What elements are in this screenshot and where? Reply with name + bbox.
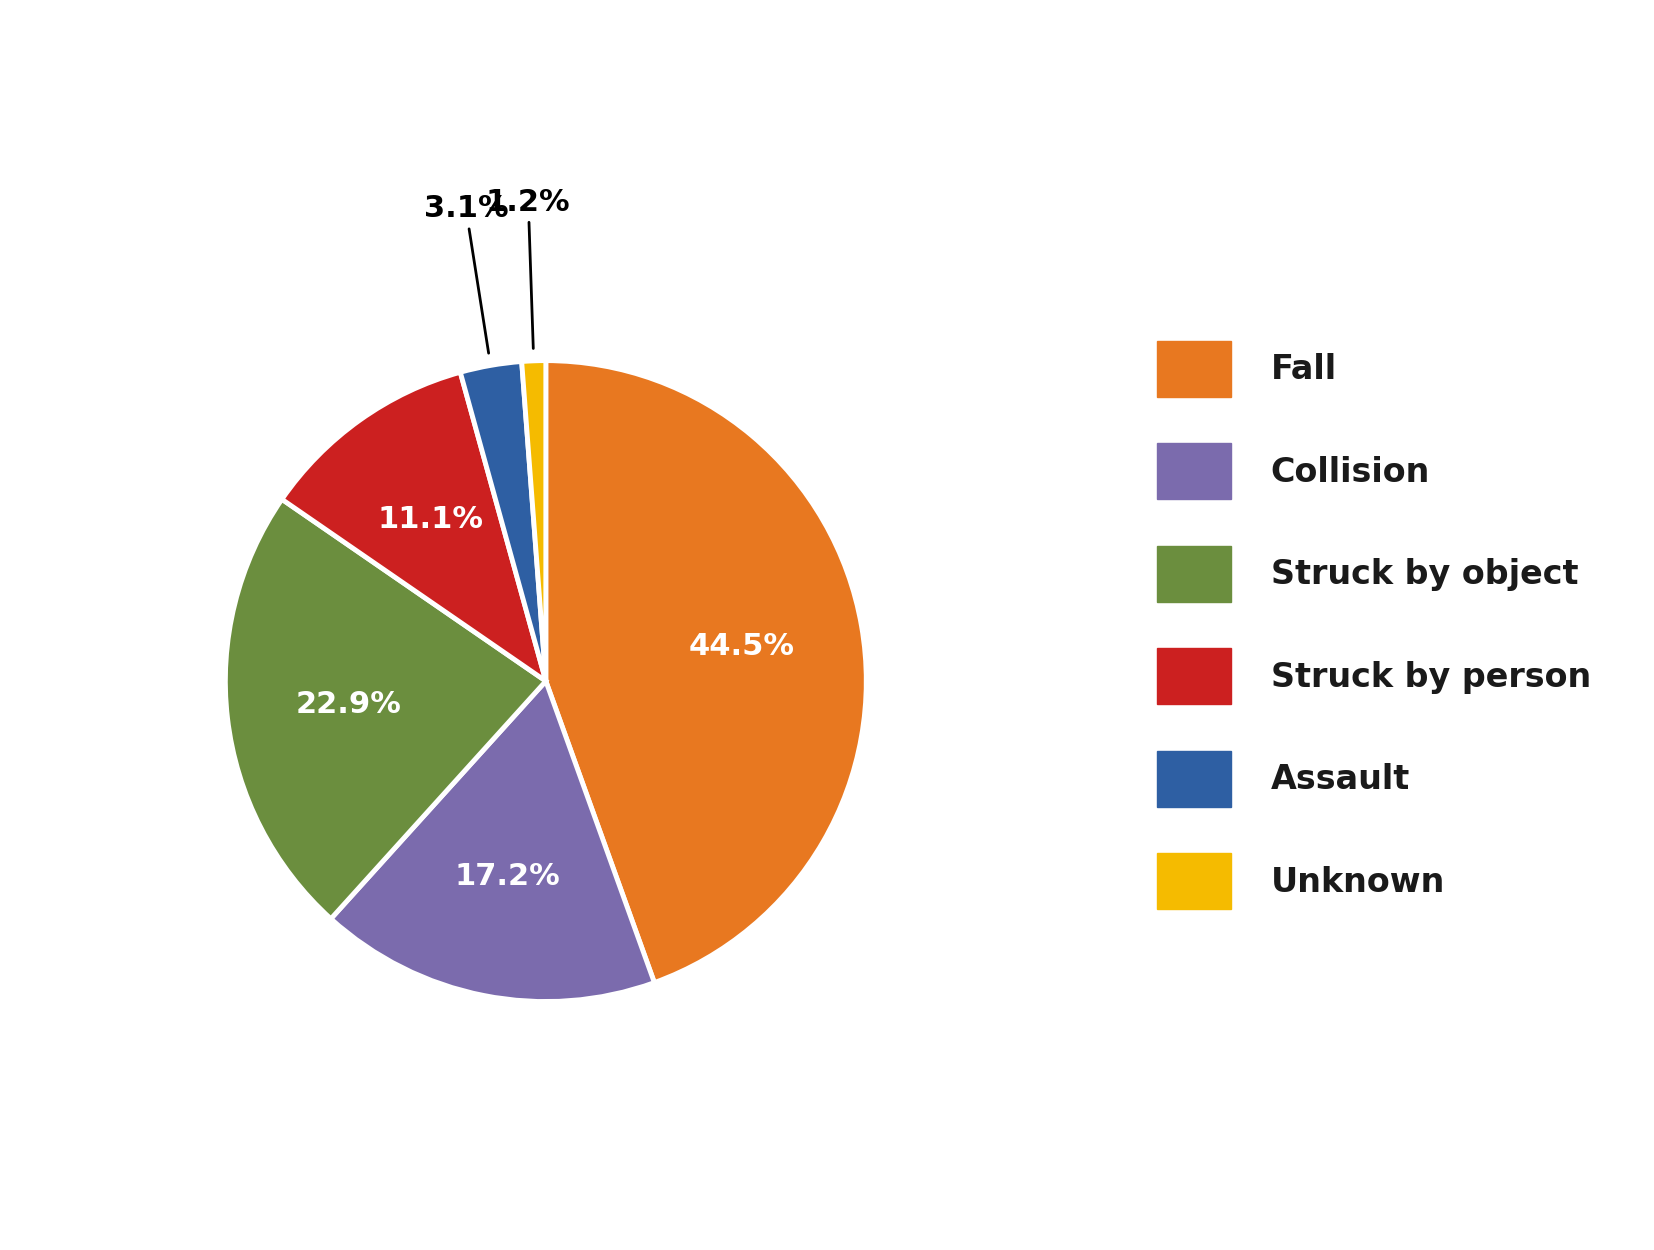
Text: 1.2%: 1.2% xyxy=(486,188,571,349)
Wedge shape xyxy=(331,681,655,1001)
Wedge shape xyxy=(460,361,546,681)
Wedge shape xyxy=(521,360,546,681)
Wedge shape xyxy=(225,499,546,919)
Wedge shape xyxy=(281,372,546,681)
Text: 11.1%: 11.1% xyxy=(377,505,483,534)
Text: 22.9%: 22.9% xyxy=(296,690,402,719)
Text: 3.1%: 3.1% xyxy=(423,194,508,354)
Text: 17.2%: 17.2% xyxy=(455,861,561,890)
Text: 44.5%: 44.5% xyxy=(688,632,794,661)
Wedge shape xyxy=(546,360,867,983)
Legend: Fall, Collision, Struck by object, Struck by person, Assault, Unknown: Fall, Collision, Struck by object, Struc… xyxy=(1158,341,1591,909)
